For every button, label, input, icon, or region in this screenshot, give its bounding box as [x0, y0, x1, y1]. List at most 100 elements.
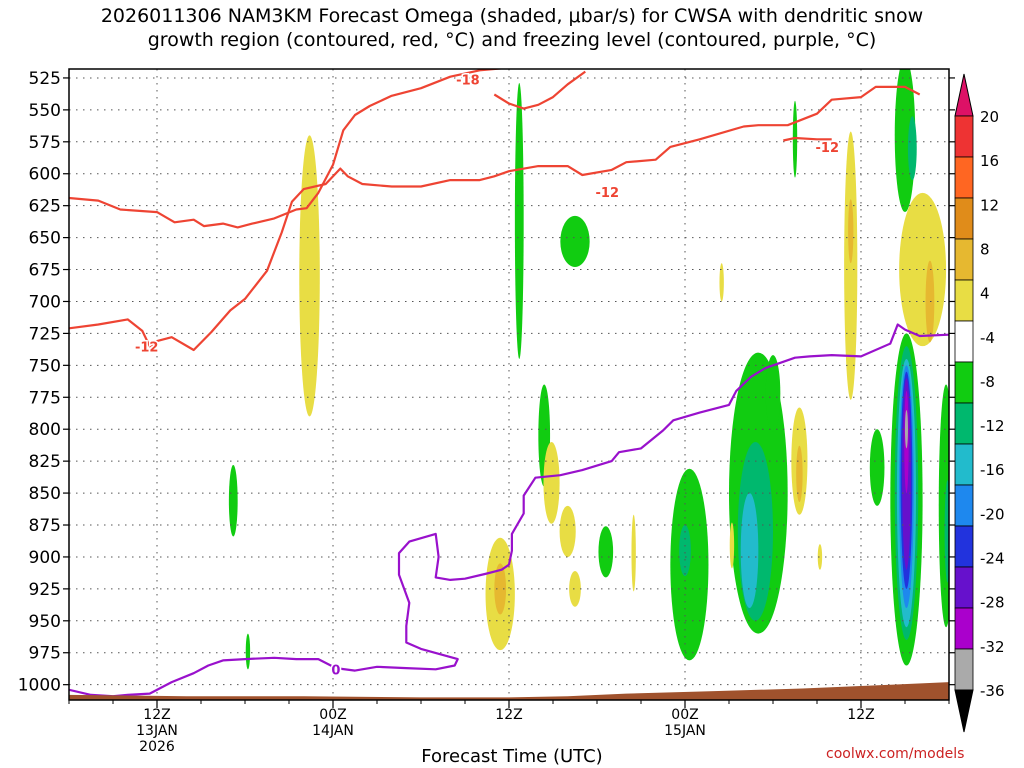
omega-cell-41 [944, 480, 949, 583]
dendritic-minus-18-line [493, 70, 586, 110]
colorbar-label-7: -12 [980, 417, 1005, 435]
chart-title: 2026011306 NAM3KM Forecast Omega (shaded… [0, 4, 1024, 52]
omega-shading-layer [228, 69, 949, 670]
omega-cell-8 [494, 563, 507, 615]
omega-cell-28 [899, 192, 947, 347]
omega-cell-0 [514, 83, 524, 359]
omega-cell-17 [740, 493, 759, 609]
grid-layer [69, 69, 949, 700]
colorbar-label-12: -32 [980, 638, 1005, 656]
colorbar-bin-13 [954, 607, 974, 650]
omega-cell-19 [792, 100, 798, 178]
omega-cell-14 [679, 525, 691, 577]
colorbar-bin-9 [954, 443, 974, 486]
x-tick-date-6: 13JAN [136, 723, 178, 739]
y-tick-label-1000: 1000 [18, 676, 61, 696]
omega-cell-31 [907, 116, 917, 181]
colorbar-bin-5 [954, 279, 974, 322]
x-tick-year-6: 2026 [139, 739, 175, 755]
colorbar-label-6: -8 [980, 373, 995, 391]
colorbar-label-1: 16 [980, 152, 999, 170]
colorbar-label-8: -16 [980, 461, 1005, 479]
colorbar-label-3: 8 [980, 240, 990, 258]
omega-cell-3 [560, 215, 590, 267]
colorbar-label-11: -28 [980, 594, 1005, 612]
y-tick-label-850: 850 [29, 484, 61, 504]
omega-cell-39 [904, 410, 908, 449]
y-tick-label-575: 575 [29, 133, 61, 153]
dendritic-minus-18-label: -18 [456, 73, 480, 88]
colorbar-bin-3 [954, 197, 974, 240]
x-tick-label-6: 12Z [143, 707, 170, 723]
omega-cell-29 [925, 260, 935, 343]
omega-cell-23 [729, 522, 735, 569]
terrain-layer [69, 682, 949, 700]
omega-cell-26 [848, 199, 854, 264]
omega-cell-25 [844, 131, 858, 400]
y-tick-label-975: 975 [29, 644, 61, 664]
contour-layer: -12 -12 -18 -12 0 [69, 69, 949, 698]
omega-cell-5 [245, 633, 251, 670]
omega-cell-22 [719, 263, 724, 302]
y-tick-label-550: 550 [29, 101, 61, 121]
y-tick-label-725: 725 [29, 324, 61, 344]
x-tick-label-54: 12Z [847, 707, 874, 723]
y-axis: 525 550 575 600 625 650 675 700 725 750 775 800 825 8… [18, 69, 955, 696]
y-tick-label-600: 600 [29, 165, 61, 185]
colorbar-bottom-triangle [954, 689, 974, 733]
freezing-level-main-line [69, 323, 949, 698]
colorbar-bin-2 [954, 156, 974, 199]
x-axis-title: Forecast Time (UTC) [421, 746, 603, 767]
dendritic-minus-12-right-label: -12 [816, 141, 840, 156]
omega-cell-4 [228, 464, 238, 537]
terrain-fill [69, 682, 949, 700]
omega-cell-9 [559, 505, 576, 557]
colorbar-bin-10 [954, 484, 974, 527]
colorbar: 20 16 12 8 4 -4 -8 -12 -16 -20 -24 -28 -32 -36 [954, 73, 1005, 733]
y-tick-label-625: 625 [29, 197, 61, 217]
y-tick-label-950: 950 [29, 612, 61, 632]
x-tick-label-30: 12Z [495, 707, 522, 723]
omega-cell-1 [299, 135, 320, 417]
x-tick-label-18: 00Z [319, 707, 346, 723]
y-tick-label-900: 900 [29, 548, 61, 568]
omega-cell-27 [869, 429, 885, 506]
chart-title-line2: growth region (contoured, red, °C) and f… [147, 29, 877, 51]
site-credit[interactable]: coolwx.com/models [826, 746, 965, 762]
dendritic-minus-12-right-line [783, 136, 832, 142]
colorbar-label-0: 20 [980, 108, 999, 126]
colorbar-bin-1 [954, 115, 974, 158]
omega-cell-10 [569, 570, 581, 607]
omega-cell-11 [598, 526, 614, 578]
y-tick-label-775: 775 [29, 388, 61, 408]
colorbar-label-2: 12 [980, 196, 999, 214]
y-tick-label-750: 750 [29, 356, 61, 376]
dendritic-minus-12-upper-line [69, 69, 507, 229]
y-tick-label-525: 525 [29, 69, 61, 89]
y-tick-label-825: 825 [29, 452, 61, 472]
y-tick-label-700: 700 [29, 292, 61, 312]
dendritic-minus-12-lower-line [69, 85, 921, 352]
colorbar-bin-11 [954, 525, 974, 568]
colorbar-label-13: -36 [980, 682, 1005, 700]
y-tick-label-875: 875 [29, 516, 61, 536]
colorbar-label-5: -4 [980, 329, 995, 347]
omega-cell-21 [796, 445, 803, 503]
y-tick-label-650: 650 [29, 229, 61, 249]
colorbar-label-10: -24 [980, 550, 1005, 568]
colorbar-bin-12 [954, 566, 974, 609]
omega-cell-30 [894, 69, 916, 213]
colorbar-top-triangle [954, 73, 974, 117]
dendritic-minus-12-lower-label: -12 [135, 340, 159, 355]
colorbar-bin-6 [954, 320, 974, 363]
omega-cell-18 [765, 355, 781, 432]
dendritic-minus-12-upper-label: -12 [596, 186, 620, 201]
omega-cell-24 [817, 544, 823, 570]
y-tick-label-925: 925 [29, 580, 61, 600]
y-tick-label-675: 675 [29, 261, 61, 281]
colorbar-bin-14 [954, 648, 974, 691]
chart-title-line1: 2026011306 NAM3KM Forecast Omega (shaded… [100, 5, 924, 27]
colorbar-bin-7 [954, 361, 974, 404]
